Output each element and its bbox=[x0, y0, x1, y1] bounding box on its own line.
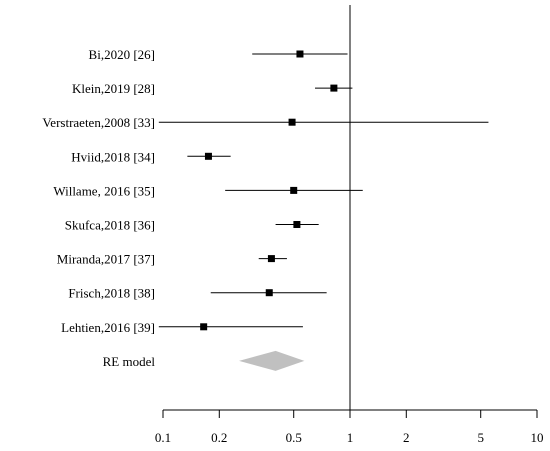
study-label: Lehtien,2016 [39] bbox=[61, 320, 155, 335]
x-tick-label: 2 bbox=[403, 430, 410, 445]
study-label: Skufca,2018 [36] bbox=[65, 218, 155, 233]
study-label: Bi,2020 [26] bbox=[89, 47, 155, 62]
study-row: Hviid,2018 [34] bbox=[71, 149, 231, 164]
study-rows: Bi,2020 [26] Klein,2019 [28] Verstraeten,2… bbox=[42, 47, 489, 335]
x-tick-label: 0.5 bbox=[286, 430, 302, 445]
study-label: Klein,2019 [28] bbox=[72, 81, 155, 96]
study-row: Skufca,2018 [36] bbox=[65, 218, 319, 233]
point-estimate-marker bbox=[290, 186, 298, 194]
study-label: Miranda,2017 [37] bbox=[57, 252, 155, 267]
study-row: Miranda,2017 [37] bbox=[57, 252, 287, 267]
point-estimate-marker bbox=[204, 152, 212, 160]
study-label: Verstraeten,2008 [33] bbox=[42, 115, 155, 130]
study-label: Frisch,2018 [38] bbox=[68, 286, 155, 301]
point-estimate-marker bbox=[296, 50, 304, 58]
study-row: Bi,2020 [26] bbox=[89, 47, 348, 62]
point-estimate-marker bbox=[293, 221, 301, 228]
x-tick-label: 0.1 bbox=[155, 430, 171, 445]
summary-diamond bbox=[239, 350, 305, 371]
study-row: Willame, 2016 [35] bbox=[53, 183, 363, 198]
x-tick-label: 0.2 bbox=[211, 430, 227, 445]
point-estimate-marker bbox=[330, 84, 338, 92]
study-label: Hviid,2018 [34] bbox=[71, 149, 155, 164]
x-tick-label: 1 bbox=[347, 430, 354, 445]
point-estimate-marker bbox=[200, 323, 208, 331]
study-label: Willame, 2016 [35] bbox=[53, 183, 155, 198]
x-axis: 0.1 0.2 0.5 1 2 5 10 bbox=[155, 409, 544, 445]
study-row: Lehtien,2016 [39] bbox=[61, 320, 303, 335]
x-tick-label: 5 bbox=[477, 430, 484, 445]
study-row: Verstraeten,2008 [33] bbox=[42, 115, 489, 130]
study-row: Frisch,2018 [38] bbox=[68, 286, 327, 301]
summary-label: RE model bbox=[103, 354, 156, 369]
point-estimate-marker bbox=[265, 289, 273, 297]
point-estimate-marker bbox=[267, 255, 275, 263]
summary-row: RE model bbox=[103, 350, 305, 371]
point-estimate-marker bbox=[288, 118, 296, 126]
study-row: Klein,2019 [28] bbox=[72, 81, 353, 96]
x-tick-label: 10 bbox=[531, 430, 544, 445]
